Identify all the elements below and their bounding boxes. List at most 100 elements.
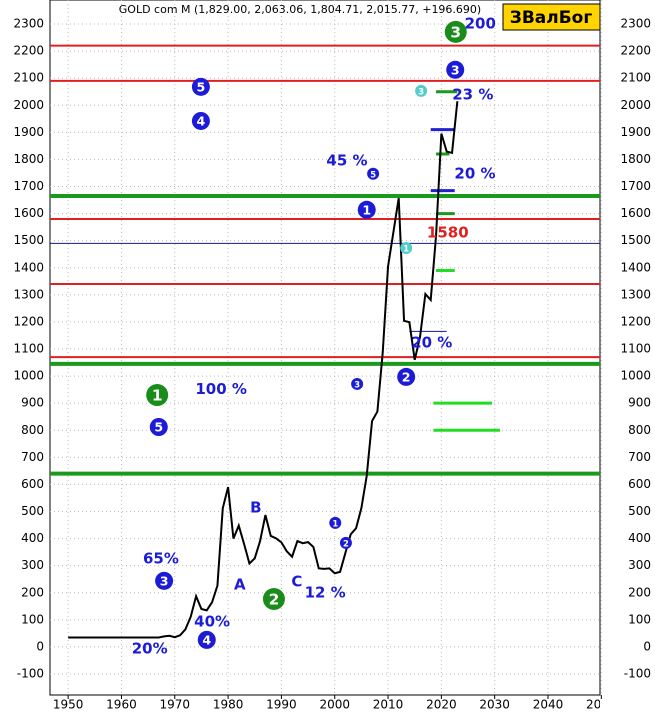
y-tick-label-left: 1400	[13, 260, 44, 274]
y-tick-label-left: 2300	[13, 17, 44, 31]
x-tick-label: 2040	[533, 698, 564, 712]
wave-marker	[191, 77, 210, 96]
y-tick-label-left: 1600	[13, 206, 44, 220]
y-tick-label-right: 1600	[620, 206, 651, 220]
y-tick-label-left: 2100	[13, 71, 44, 85]
y-tick-label-left: 700	[21, 450, 44, 464]
wave-label: 3	[450, 23, 461, 41]
y-tick-label-left: -100	[17, 667, 44, 681]
wave-marker	[444, 20, 467, 43]
wave-marker	[446, 60, 465, 79]
annotation: 12 %	[305, 584, 346, 602]
wave-marker	[367, 167, 380, 180]
annotation: 200	[465, 15, 496, 33]
plot-frame	[49, 0, 601, 696]
y-tick-label-right: 2000	[620, 98, 651, 112]
wave-label: 5	[370, 169, 376, 179]
wave-marker	[155, 571, 174, 590]
wave-label: 5	[197, 79, 206, 94]
y-tick-label-left: 1900	[13, 125, 44, 139]
y-tick-label-right: 100	[628, 612, 651, 626]
y-tick-label-left: 1000	[13, 369, 44, 383]
x-tick-label: 1980	[213, 698, 244, 712]
y-tick-label-left: 1100	[13, 342, 44, 356]
y-tick-label-left: 1300	[13, 287, 44, 301]
annotation: 65%	[143, 549, 179, 567]
wave-label: 2	[269, 590, 280, 608]
y-tick-label-right: 1700	[620, 179, 651, 193]
wave-label: 4	[202, 632, 211, 647]
x-tick-label: 2030	[479, 698, 510, 712]
y-tick-label-right: 300	[628, 558, 651, 572]
y-tick-label-right: 900	[628, 396, 651, 410]
x-tick-label: 1970	[159, 698, 190, 712]
y-tick-label-right: 1100	[620, 342, 651, 356]
wave-marker	[197, 630, 216, 649]
wave-marker	[146, 384, 169, 407]
y-tick-label-left: 2200	[13, 44, 44, 58]
annotation: 23 %	[452, 85, 493, 103]
y-tick-label-right: 2200	[620, 44, 651, 58]
y-tick-label-left: 100	[21, 612, 44, 626]
y-tick-label-right: 1000	[620, 369, 651, 383]
wave-label: 1	[332, 518, 338, 528]
grid	[50, 0, 602, 699]
chart-title: GOLD com M (1,829.00, 2,063.06, 1,804.71…	[119, 3, 481, 16]
price	[68, 101, 459, 639]
wave-marker	[397, 367, 416, 386]
wave-label: 3	[354, 379, 360, 389]
y-tick-label-right: 1200	[620, 314, 651, 328]
wave-marker	[339, 536, 352, 549]
wave-label: 2	[402, 369, 411, 384]
y-tick-label-right: 2100	[620, 71, 651, 85]
y-tick-label-right: 500	[628, 504, 651, 518]
y-tick-label-right: -100	[624, 667, 651, 681]
wave-label: 5	[154, 420, 163, 435]
wave-marker	[400, 241, 413, 254]
annotation: 100 %	[195, 380, 247, 398]
x-tick-label: 1990	[266, 698, 297, 712]
wave-marker	[262, 587, 285, 610]
y-tick-label-right: 2300	[620, 17, 651, 31]
wave-label: 3	[451, 62, 460, 77]
y-tick-label-right: 800	[628, 423, 651, 437]
wave-label: 3	[418, 86, 424, 96]
y-tick-label-right: 700	[628, 450, 651, 464]
y-tick-label-right: 1400	[620, 260, 651, 274]
badge: ЗВалБог	[510, 8, 593, 28]
wave-label: 3	[160, 573, 169, 588]
y-tick-label-right: 0	[643, 639, 651, 653]
wave-label: 1	[403, 243, 409, 253]
wave-marker	[149, 418, 168, 436]
ticks: -100 -100 0 0 100 100 200 200 300 300 400 400 500 500…	[13, 17, 651, 712]
y-tick-label-left: 1200	[13, 314, 44, 328]
y-tick-label-right: 200	[628, 585, 651, 599]
x-ticks: 1950 1960 1970 1980 1990 2000 2010 2020 2030 2040…	[53, 698, 600, 712]
wave-label: 1	[362, 202, 371, 217]
annotation: 40%	[194, 613, 230, 631]
annotation: C	[291, 572, 302, 590]
y-tick-label-right: 1500	[620, 233, 651, 247]
x-tick-label: 2000	[319, 698, 350, 712]
y-tick-label-left: 900	[21, 396, 44, 410]
y-tick-label-right: 400	[628, 531, 651, 545]
levels	[50, 44, 600, 476]
wave-marker	[415, 84, 428, 97]
annotation: 20 %	[411, 333, 452, 351]
badge-box	[502, 3, 601, 31]
x-tick-label: 2020	[426, 698, 457, 712]
y-tick-label-right: 1900	[620, 125, 651, 139]
annotation: 1580	[427, 223, 469, 241]
annotation: 20%	[132, 639, 168, 657]
y-tick-label-right: 1300	[620, 287, 651, 301]
annotation: 45 %	[326, 151, 367, 169]
y-tick-label-left: 200	[21, 585, 44, 599]
wave-marker	[329, 516, 342, 529]
y-tick-label-left: 1700	[13, 179, 44, 193]
wave-label: 2	[343, 538, 349, 548]
annotation: A	[234, 575, 246, 593]
x-tick-label: 1960	[106, 698, 137, 712]
annotation: B	[250, 498, 261, 516]
wave-label: 1	[152, 387, 163, 405]
